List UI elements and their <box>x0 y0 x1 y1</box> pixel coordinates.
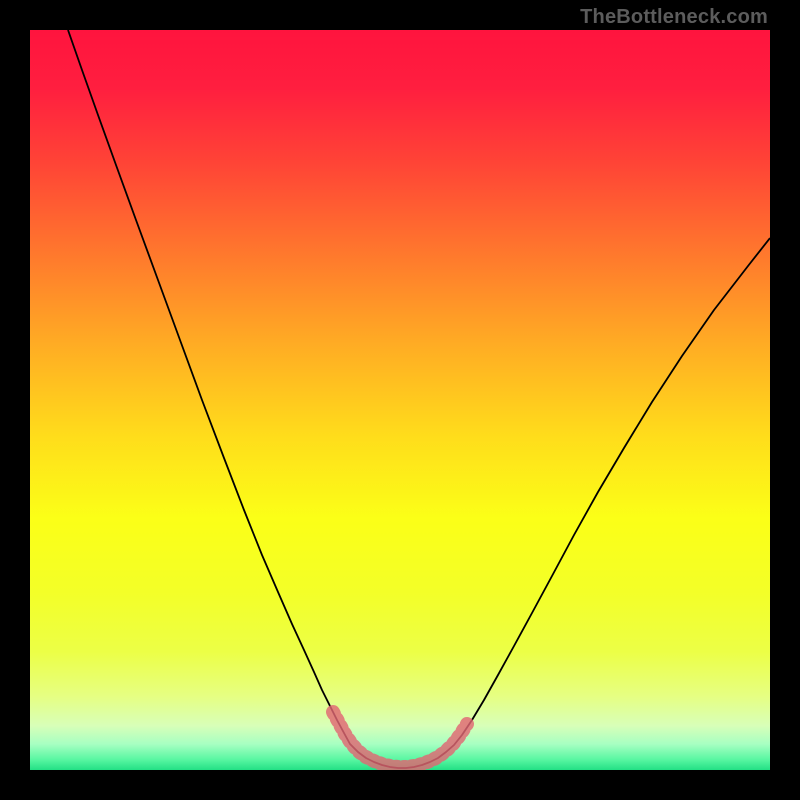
watermark-text: TheBottleneck.com <box>580 6 768 29</box>
chart-frame: TheBottleneck.com <box>0 0 800 800</box>
bottleneck-curve <box>68 30 770 768</box>
curve-layer <box>30 30 770 770</box>
optimal-zone-highlight <box>333 712 467 767</box>
plot-area <box>30 30 770 770</box>
